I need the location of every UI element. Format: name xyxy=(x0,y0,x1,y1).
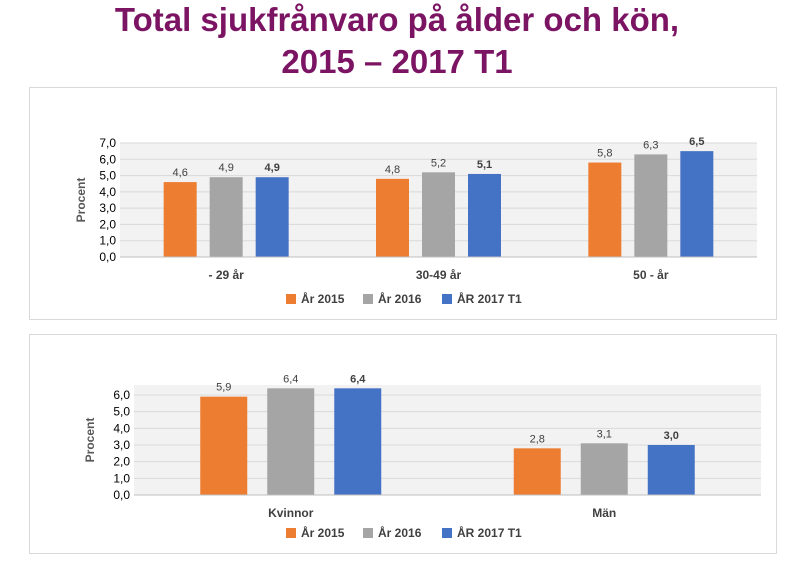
legend: År 2015 År 2016 ÅR 2017 T1 xyxy=(286,291,522,306)
data-label: 3,1 xyxy=(597,428,612,440)
legend-swatch xyxy=(286,528,296,538)
data-label: 4,8 xyxy=(385,164,400,176)
legend: År 2015 År 2016 ÅR 2017 T1 xyxy=(286,525,522,540)
data-label: 5,9 xyxy=(216,382,231,394)
x-tick-label: - 29 år xyxy=(208,268,244,282)
legend-label: År 2015 xyxy=(301,525,345,540)
bar xyxy=(422,172,455,257)
bar xyxy=(580,443,628,495)
legend-label: År 2015 xyxy=(301,291,345,306)
bar xyxy=(513,448,561,495)
y-tick-label: 1,0 xyxy=(113,471,130,485)
y-tick-label: 3,0 xyxy=(113,438,130,452)
y-tick-label: 2,0 xyxy=(113,455,130,469)
legend-swatch xyxy=(442,294,452,304)
legend-label: År 2016 xyxy=(378,291,422,306)
data-label: 6,4 xyxy=(350,373,366,385)
age-chart-panel: 0,0 1,0 2,0 3,0 4,0 5,0 6,0 7,0 Procent 4,6 4,9 4,9… xyxy=(29,87,777,320)
y-tick-label: 0,0 xyxy=(99,250,116,264)
bar xyxy=(267,388,315,495)
data-label: 5,1 xyxy=(477,159,492,171)
y-tick-label: 6,0 xyxy=(113,388,130,402)
bar xyxy=(209,177,243,257)
gender-bar-chart: 0,0 1,0 2,0 3,0 4,0 5,0 6,0 Procent 5,9 6,4 6,4 Kvi… xyxy=(83,373,761,540)
x-tick-label: Kvinnor xyxy=(268,506,314,520)
data-label: 6,5 xyxy=(689,136,704,148)
legend-label: ÅR 2017 T1 xyxy=(457,291,522,306)
y-axis-label: Procent xyxy=(74,178,88,223)
y-tick-label: 5,0 xyxy=(99,169,116,183)
legend-label: År 2016 xyxy=(378,525,422,540)
bar xyxy=(255,177,289,257)
x-tick-label: Män xyxy=(592,506,616,520)
y-tick-label: 0,0 xyxy=(113,488,130,502)
data-label: 4,9 xyxy=(265,162,280,174)
y-tick-label: 1,0 xyxy=(99,234,116,248)
y-tick-label: 6,0 xyxy=(99,152,116,166)
bar xyxy=(680,151,714,257)
age-bar-chart: 0,0 1,0 2,0 3,0 4,0 5,0 6,0 7,0 Procent 4,6 4,9 4,9… xyxy=(74,136,757,306)
bar xyxy=(334,388,382,495)
data-label: 6,4 xyxy=(283,373,298,385)
y-axis-label: Procent xyxy=(83,418,97,463)
y-tick-label: 7,0 xyxy=(99,136,116,150)
y-tick-label: 5,0 xyxy=(113,405,130,419)
page-title-line-1: Total sjukfrånvaro på ålder och kön, xyxy=(114,1,680,38)
y-tick-label: 4,0 xyxy=(113,421,130,435)
bar xyxy=(200,396,248,495)
data-label: 5,2 xyxy=(431,157,446,169)
data-label: 5,8 xyxy=(597,148,612,160)
data-label: 4,9 xyxy=(219,162,234,174)
bar xyxy=(468,173,501,257)
legend-swatch xyxy=(363,528,373,538)
data-label: 4,6 xyxy=(173,167,188,179)
bar xyxy=(588,162,622,257)
legend-swatch xyxy=(442,528,452,538)
y-tick-label: 3,0 xyxy=(99,201,116,215)
legend-label: ÅR 2017 T1 xyxy=(457,525,522,540)
y-tick-label: 4,0 xyxy=(99,185,116,199)
bar xyxy=(634,154,668,257)
data-label: 3,0 xyxy=(664,430,679,442)
page-title-line-2: 2015 – 2017 T1 xyxy=(281,43,513,80)
bar xyxy=(376,178,409,257)
legend-swatch xyxy=(286,294,296,304)
data-label: 2,8 xyxy=(530,433,545,445)
y-tick-label: 2,0 xyxy=(99,217,116,231)
bar xyxy=(163,182,197,257)
gender-chart-panel: 0,0 1,0 2,0 3,0 4,0 5,0 6,0 Procent 5,9 6,4 6,4 Kvi… xyxy=(29,334,777,554)
bar xyxy=(647,445,695,495)
data-label: 6,3 xyxy=(643,139,658,151)
x-tick-label: 30-49 år xyxy=(416,268,462,282)
x-tick-label: 50 - år xyxy=(633,268,669,282)
legend-swatch xyxy=(363,294,373,304)
